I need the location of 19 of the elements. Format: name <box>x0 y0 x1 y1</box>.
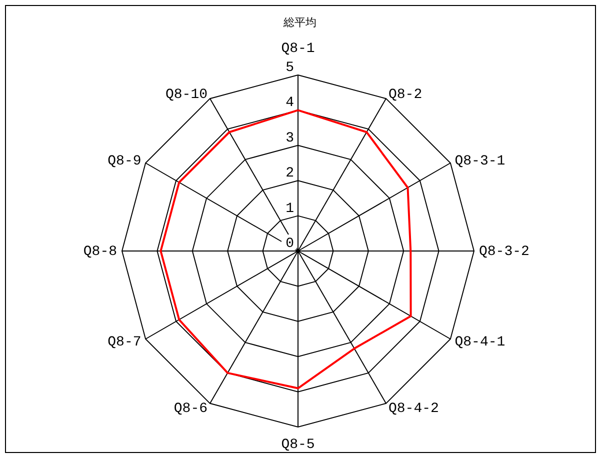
spoke-label: Q8-10 <box>165 87 208 104</box>
spoke-label: Q8-2 <box>388 87 422 104</box>
spoke-label: Q8-1 <box>281 41 315 57</box>
y-tick-label: 0 <box>286 236 294 252</box>
spoke-label: Q8-3-1 <box>454 154 506 170</box>
spoke-label: Q8-8 <box>83 244 117 260</box>
y-tick-label: 5 <box>286 60 294 76</box>
spoke-label: Q8-6 <box>174 400 208 417</box>
y-tick-label: 2 <box>286 166 294 182</box>
spoke-label: Q8-5 <box>281 437 315 453</box>
spoke-label: Q8-4-1 <box>454 334 506 350</box>
y-tick-label: 1 <box>286 200 294 217</box>
spoke-label: Q8-3-2 <box>479 244 530 260</box>
y-tick-label: 4 <box>286 95 294 112</box>
chart-title: 総平均 <box>282 17 316 30</box>
spoke-label: Q8-7 <box>108 334 142 350</box>
spoke-label: Q8-4-2 <box>388 400 439 417</box>
spoke-label: Q8-9 <box>108 154 142 170</box>
y-tick-label: 3 <box>286 130 294 146</box>
